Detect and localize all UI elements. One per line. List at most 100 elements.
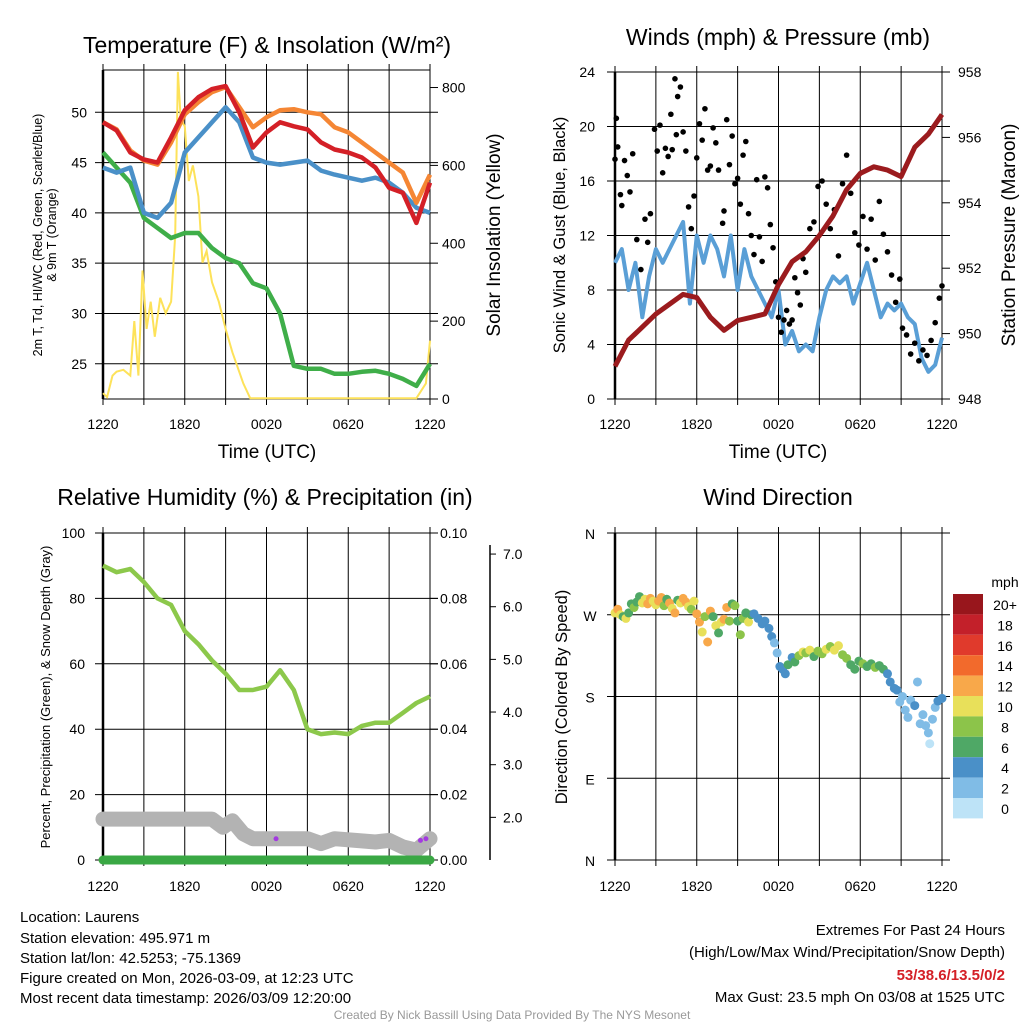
gust-point (743, 138, 749, 145)
wind-direction-panel-title: Wind Direction (703, 484, 853, 510)
gust-point (932, 319, 938, 326)
temperature-ylabel-line2: & 9m T (Orange) (45, 188, 59, 281)
gust-point (847, 190, 854, 197)
direction-point (730, 601, 740, 611)
y-tick-label: 20 (579, 119, 595, 135)
direction-tick-label: W (583, 608, 597, 624)
direction-point (790, 657, 800, 667)
gust-point (672, 76, 678, 82)
gust-point (704, 167, 711, 173)
gust-point (685, 204, 692, 210)
legend-label: 0 (1001, 801, 1009, 817)
gust-point (713, 140, 719, 146)
y2-tick-label: 600 (442, 157, 466, 173)
y2-tick-label: 200 (442, 313, 466, 329)
gust-point (659, 170, 666, 176)
x-tick-label: 1220 (414, 878, 445, 894)
gust-point (936, 295, 943, 301)
gust-point (634, 236, 640, 243)
y-tick-label: 30 (71, 305, 87, 321)
x-tick-label: 0020 (251, 878, 282, 894)
direction-point (892, 685, 902, 695)
gust-point (789, 317, 795, 323)
legend-swatch (953, 777, 983, 798)
legend-swatch (953, 594, 983, 615)
gust-point (651, 126, 658, 133)
direction-point (697, 627, 707, 637)
gust-point (726, 161, 733, 168)
gust-point (753, 176, 760, 183)
gust-point (707, 163, 714, 169)
x-tick-label: 1820 (169, 416, 200, 432)
legend-label: 20+ (993, 597, 1017, 613)
y-tick-label: 8 (587, 282, 595, 298)
legend-label: 16 (997, 638, 1013, 654)
direction-point (900, 705, 910, 715)
gust-point (693, 155, 700, 161)
gust-point (880, 231, 887, 237)
gust-point (827, 225, 834, 232)
gust-point (778, 329, 785, 336)
gust-point (781, 317, 787, 323)
humidity-ylabel: Percent, Precipitation (Green), & Snow D… (38, 546, 53, 849)
purple-marker (273, 836, 279, 842)
gust-point (852, 229, 858, 236)
gust-point (762, 174, 768, 180)
direction-point (724, 616, 734, 626)
gust-point (715, 167, 722, 173)
gust-point (629, 150, 636, 157)
direction-point (897, 692, 907, 701)
gust-point (734, 175, 741, 182)
gust-point (864, 246, 870, 252)
y-tick-label: 24 (579, 64, 595, 80)
y2-tick-label: 954 (958, 195, 982, 211)
direction-point (703, 637, 713, 647)
legend-label: 4 (1001, 760, 1009, 776)
direction-point (918, 710, 928, 720)
gust-point (654, 148, 661, 154)
winds-xlabel: Time (UTC) (729, 442, 828, 463)
gust-point (674, 93, 681, 100)
gust-point (624, 172, 631, 179)
legend-label: 14 (997, 658, 1013, 674)
x-tick-label: 1820 (169, 878, 200, 894)
y2-tick-label: 0.06 (440, 656, 467, 672)
x-tick-label: 1820 (681, 416, 712, 432)
y-tick-label: 100 (62, 525, 86, 541)
legend-label: 6 (1001, 740, 1009, 756)
y-tick-label: 80 (69, 590, 85, 606)
pressure-ylabel: Station Pressure (Maroon) (999, 124, 1020, 347)
gust-point (673, 131, 680, 138)
legend-swatch (953, 655, 983, 676)
y2-tick-label: 948 (958, 391, 982, 407)
gust-point (794, 289, 801, 296)
y-tick-label: 0 (587, 391, 595, 407)
gust-point (819, 178, 825, 184)
y2-tick-label: 800 (442, 80, 466, 96)
gust-point (860, 213, 866, 220)
direction-point (925, 739, 935, 749)
gust-point (657, 122, 663, 128)
footer-recent: Most recent data timestamp: 2026/03/09 1… (20, 990, 351, 1007)
y-tick-label: 16 (579, 173, 595, 189)
direction-point (708, 612, 718, 622)
y2-tick-label: 958 (958, 64, 982, 80)
gust-point (811, 219, 817, 225)
gust-point (702, 105, 708, 112)
gust-point (721, 208, 727, 214)
y-tick-label: 40 (71, 205, 87, 221)
direction-tick-label: N (585, 526, 595, 542)
y-tick-label: 60 (69, 656, 85, 672)
y2-tick-label: 0.08 (440, 590, 467, 606)
purple-marker (423, 836, 429, 842)
x-tick-label: 0620 (333, 416, 364, 432)
x-tick-label: 1220 (599, 416, 630, 432)
gust-point (683, 148, 689, 154)
gust-point (928, 337, 934, 344)
direction-point (927, 714, 937, 724)
legend-label: 18 (997, 617, 1013, 633)
gust-point (888, 272, 895, 278)
direction-tick-label: E (585, 771, 594, 787)
gust-point (665, 153, 671, 160)
